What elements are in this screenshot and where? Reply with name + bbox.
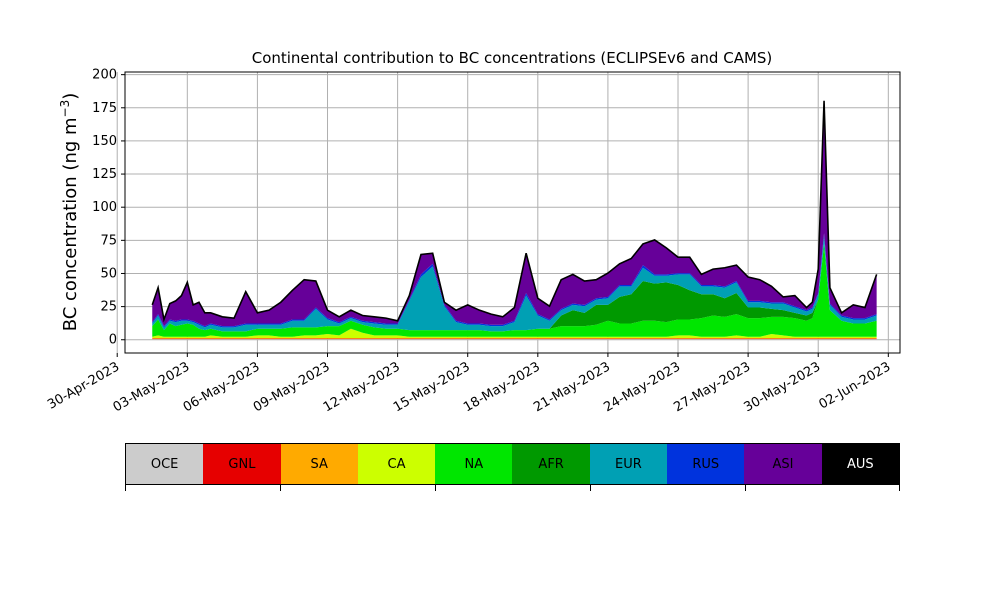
x-tick-label: 12-May-2023 [321, 359, 403, 415]
y-tick-label: 200 [92, 68, 117, 83]
legend-cell-sa: SA [280, 444, 358, 484]
x-tick-label: 03-May-2023 [111, 359, 193, 415]
legend-tick [590, 485, 591, 491]
x-tick-label: 06-May-2023 [181, 359, 263, 415]
area-series-oce [152, 339, 877, 340]
area-series-na [152, 243, 877, 337]
y-axis-label-main: BC concentration (ng m [60, 117, 81, 331]
legend-cell-na: NA [435, 444, 513, 484]
x-tick-label: 30-May-2023 [742, 359, 824, 415]
y-axis-label-suffix: ) [60, 93, 81, 100]
legend-colorbar-ticks [125, 485, 900, 491]
legend-tick [125, 485, 126, 491]
y-tick-label: 125 [92, 167, 117, 182]
legend-tick [745, 485, 746, 491]
legend-cell-ca: CA [357, 444, 436, 484]
x-tick-label: 30-Apr-2023 [45, 359, 122, 412]
x-tick-label: 21-May-2023 [531, 359, 613, 415]
area-series-sa [152, 338, 877, 339]
legend-cell-eur: EUR [589, 444, 668, 484]
y-tick-label: 25 [100, 300, 117, 315]
y-tick-label: 100 [92, 200, 117, 215]
x-tick-label: 18-May-2023 [461, 359, 543, 415]
x-tick-label: 15-May-2023 [391, 359, 473, 415]
y-tick-label: 0 [109, 333, 117, 348]
area-series-afr [152, 243, 877, 332]
x-tick-label: 09-May-2023 [251, 359, 333, 415]
x-tick-label: 02-Jun-2023 [816, 359, 893, 412]
y-axis-label: BC concentration (ng m−3) [58, 93, 81, 332]
area-series-ca [152, 328, 877, 339]
y-axis-label-superscript: −3 [58, 100, 72, 118]
legend-cell-oce: OCE [126, 444, 204, 484]
plot-frame [124, 71, 901, 354]
chart-title: Continental contribution to BC concentra… [252, 49, 773, 67]
y-tick-label: 175 [92, 101, 117, 116]
legend-cell-aus: AUS [821, 444, 899, 484]
legend-cell-asi: ASI [744, 444, 822, 484]
y-tick-label: 150 [92, 134, 117, 149]
legend-cell-afr: AFR [512, 444, 590, 484]
x-tick-label: 27-May-2023 [671, 359, 753, 415]
legend-tick [899, 485, 900, 491]
legend-cell-rus: RUS [667, 444, 745, 484]
total-outline [151, 100, 878, 323]
legend-tick [280, 485, 281, 491]
legend-colorbar: OCE GNL SA CA NA AFR EUR RUS ASI AUS [125, 443, 900, 485]
x-tick-label: 24-May-2023 [601, 359, 683, 415]
legend-tick [435, 485, 436, 491]
y-tick-label: 75 [100, 233, 117, 248]
legend-cell-gnl: GNL [203, 444, 281, 484]
y-tick-label: 50 [100, 266, 117, 281]
area-series-asi [152, 100, 877, 327]
